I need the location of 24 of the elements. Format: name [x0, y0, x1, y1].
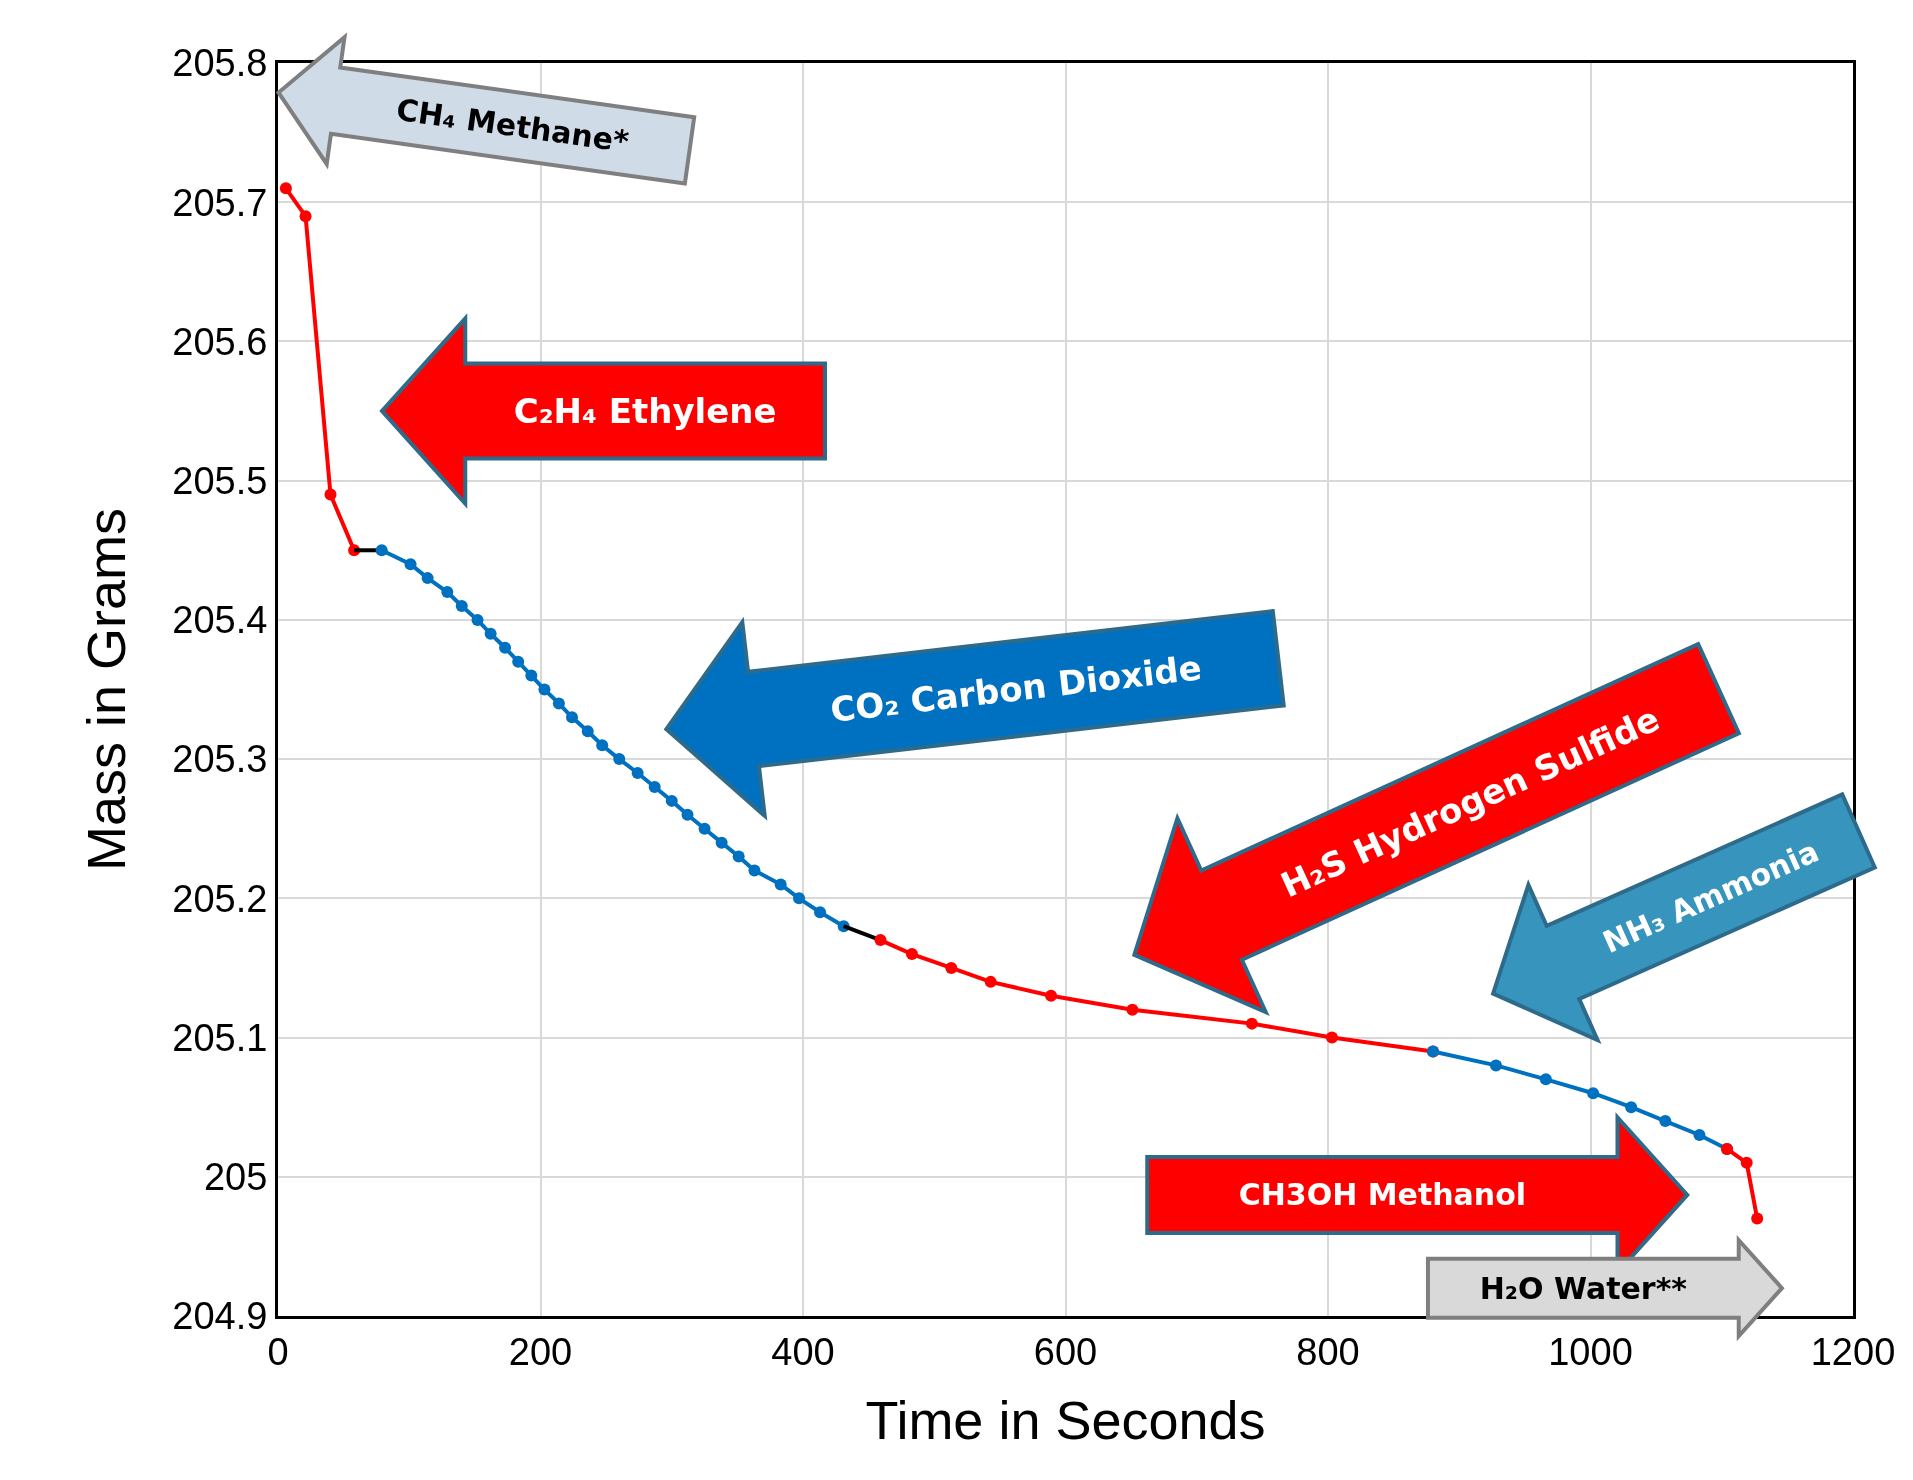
y-tick-label: 205: [203, 1156, 268, 1199]
y-tick-label: 204.9: [172, 1295, 268, 1338]
y-tick-label: 205.6: [172, 320, 268, 363]
y-tick-label: 205.2: [172, 877, 268, 920]
x-tick-label: 400: [771, 1330, 835, 1373]
y-tick-label: 205.3: [172, 738, 268, 781]
x-tick-label: 1000: [1548, 1330, 1633, 1373]
annotation: H₂O Water**: [1479, 1270, 1688, 1306]
x-tick-label: 1200: [1810, 1330, 1896, 1373]
y-axis-title: Mass in Grams: [75, 507, 136, 872]
x-tick-label: 200: [508, 1330, 573, 1373]
annotation: CH₄ Methane*: [394, 91, 632, 160]
y-tick-label: 205.7: [172, 181, 268, 224]
annotation: CH3OH Methanol: [1238, 1177, 1527, 1213]
annotation: C₂H₄ Ethylene: [513, 391, 777, 432]
y-tick-label: 205.1: [172, 1016, 268, 1059]
x-tick-label: 800: [1296, 1330, 1360, 1373]
y-tick-label: 205.5: [172, 459, 268, 502]
y-tick-label: 205.4: [172, 599, 268, 642]
x-tick-label: 600: [1033, 1330, 1098, 1373]
annotation: CO₂ Carbon Dioxide: [828, 647, 1204, 730]
y-tick-label: 205.8: [172, 42, 268, 85]
x-axis-title: Time in Seconds: [865, 1389, 1266, 1450]
x-tick-label: 0: [267, 1330, 289, 1373]
